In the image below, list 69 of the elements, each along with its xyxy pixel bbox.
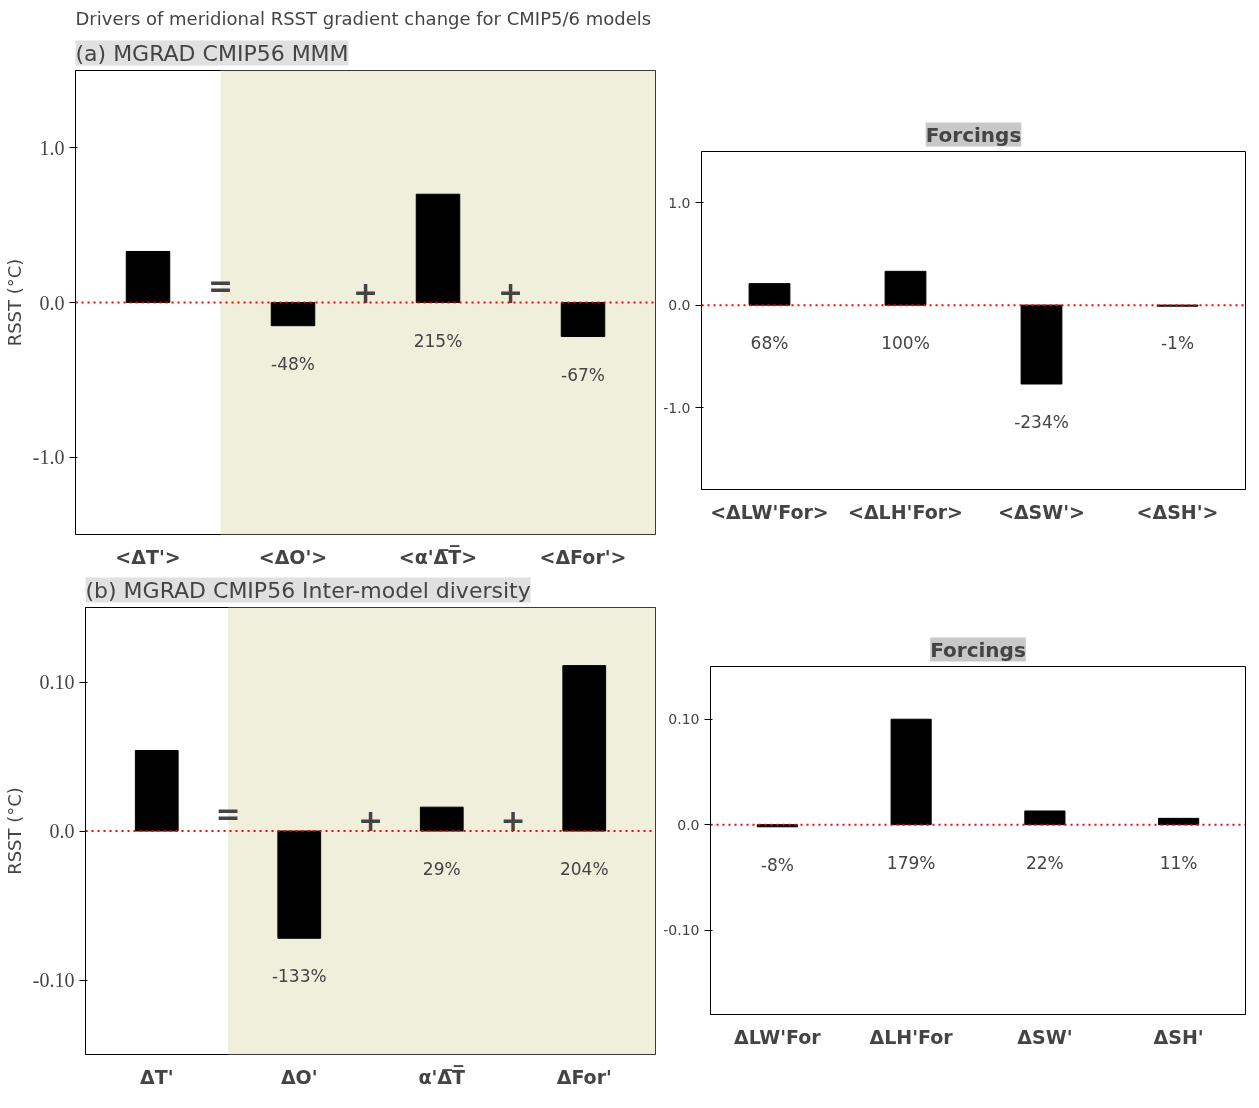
y-tick-label: 0.0 xyxy=(677,816,700,833)
x-tick-label: ΔLW'For xyxy=(734,1025,822,1048)
bar xyxy=(884,270,927,306)
x-tick-label: ΔO' xyxy=(280,1065,318,1088)
bar xyxy=(1020,304,1063,385)
annotation: = xyxy=(207,267,234,303)
annotation: 11% xyxy=(1159,852,1198,873)
bar xyxy=(125,250,171,303)
chart-title: Forcings xyxy=(930,637,1026,662)
x-tick-label: ΔSW' xyxy=(1017,1025,1073,1048)
x-tick-label: ΔFor' xyxy=(556,1065,612,1088)
x-tick-label: <ΔLW'For> xyxy=(710,500,829,523)
annotation: + xyxy=(357,803,384,838)
annotation: 29% xyxy=(422,859,461,879)
chart-subtitle: (b) MGRAD CMIP56 Inter-model diversity xyxy=(85,577,531,603)
annotation: + xyxy=(500,803,526,838)
y-tick-label: -0.10 xyxy=(32,969,75,991)
y-tick-label: -1.0 xyxy=(32,446,65,469)
y-tick-label: 0.10 xyxy=(668,711,700,728)
chart-subtitle: (a) MGRAD CMIP56 MMM xyxy=(75,40,349,66)
annotation: -48% xyxy=(271,353,315,374)
annotation: -133% xyxy=(271,966,327,987)
y-tick-label: 0.10 xyxy=(39,671,75,693)
y-axis-title: RSST (°C) xyxy=(3,787,25,875)
y-tick-label: 1.0 xyxy=(39,136,65,159)
x-tick-label: <ΔLH'For> xyxy=(848,500,964,523)
x-tick-label: α'Δ̅T̅ xyxy=(418,1065,466,1088)
bar xyxy=(560,302,606,338)
bar xyxy=(1158,817,1200,826)
y-tick-label: 0.0 xyxy=(49,820,75,842)
annotation: 22% xyxy=(1025,852,1064,873)
annotation: 215% xyxy=(413,330,463,351)
y-axis-title: RSST (°C) xyxy=(3,258,25,347)
chart-title: Forcings xyxy=(925,122,1022,147)
x-tick-label: <ΔSH'> xyxy=(1136,500,1219,523)
y-tick-label: 0.0 xyxy=(668,297,691,314)
chart-title: Drivers of meridional RSST gradient change for CMIP5/6 models xyxy=(75,7,652,29)
annotation: + xyxy=(352,274,379,310)
x-tick-label: <α'Δ̅T̅> xyxy=(398,545,478,568)
x-tick-label: <ΔO'> xyxy=(258,545,328,568)
x-tick-label: ΔSH' xyxy=(1153,1025,1204,1048)
bar xyxy=(890,718,932,826)
x-tick-label: <ΔSW'> xyxy=(998,500,1086,523)
annotation: 179% xyxy=(886,852,936,873)
y-tick-label: 0.0 xyxy=(39,291,65,314)
annotation: -1% xyxy=(1160,333,1195,354)
bar xyxy=(419,806,464,832)
annotation: = xyxy=(215,796,241,831)
annotation: + xyxy=(497,274,524,310)
bar xyxy=(270,302,316,327)
bar xyxy=(134,750,179,832)
bar xyxy=(415,193,461,303)
bar xyxy=(277,830,322,939)
bar xyxy=(748,283,791,306)
x-tick-label: ΔT' xyxy=(140,1065,174,1088)
y-tick-label: -0.10 xyxy=(663,922,700,939)
annotation: -234% xyxy=(1014,412,1069,432)
annotation: -67% xyxy=(561,364,605,385)
annotation: 100% xyxy=(881,333,930,354)
y-tick-label: 1.0 xyxy=(668,194,691,211)
x-tick-label: <ΔT'> xyxy=(115,545,181,568)
bar xyxy=(1024,810,1066,826)
annotation: -8% xyxy=(760,854,794,875)
x-tick-label: <ΔFor'> xyxy=(539,545,627,568)
annotation: 68% xyxy=(750,333,789,354)
annotation: 204% xyxy=(559,859,609,879)
x-tick-label: ΔLH'For xyxy=(869,1025,954,1048)
y-tick-label: -1.0 xyxy=(663,399,691,416)
bar xyxy=(562,665,607,832)
